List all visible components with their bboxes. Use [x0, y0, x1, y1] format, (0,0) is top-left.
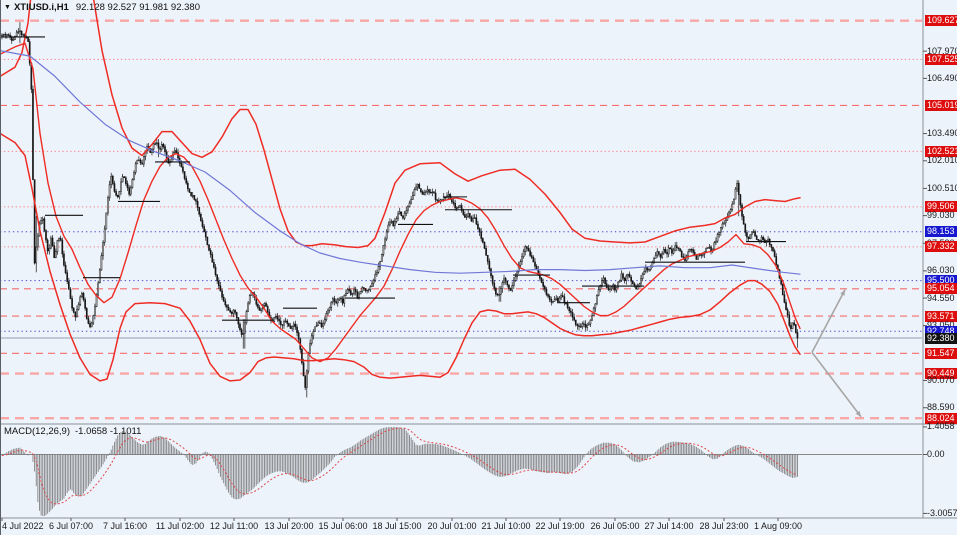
fast-ma-red-line [0, 42, 801, 363]
macd-values: -1.0658 -1.1011 [75, 426, 142, 437]
indicator-overlays [0, 0, 801, 382]
macd-indicator-label: MACD(12,26,9) -1.0658 -1.1011 [4, 426, 141, 437]
arrowhead-icon [855, 410, 861, 417]
expand-arrow-icon[interactable]: ▼ [4, 4, 11, 11]
symbol-timeframe: XTIUSD.i,H1 [13, 2, 69, 13]
projection-arrows[interactable] [811, 289, 862, 418]
candles [1, 22, 799, 398]
analyst-levels[interactable] [0, 36, 786, 321]
slow-ma-blue-line [0, 49, 801, 275]
ohlc-values: 92.128 92.527 91.981 92.380 [75, 2, 200, 13]
chart-title: ▼ XTIUSD.i,H1 92.128 92.527 91.981 92.380 [4, 2, 200, 13]
axis-ticks [1, 50, 927, 521]
macd-name: MACD(12,26,9) [4, 426, 70, 437]
macd-panel [0, 427, 922, 516]
trend-arrow-down[interactable] [811, 351, 862, 418]
level-lines [0, 19, 922, 420]
trend-arrow-up[interactable] [811, 289, 846, 353]
bollinger-upper-band [0, 0, 801, 249]
arrowhead-icon [840, 289, 845, 296]
bollinger-lower-band [0, 132, 801, 382]
